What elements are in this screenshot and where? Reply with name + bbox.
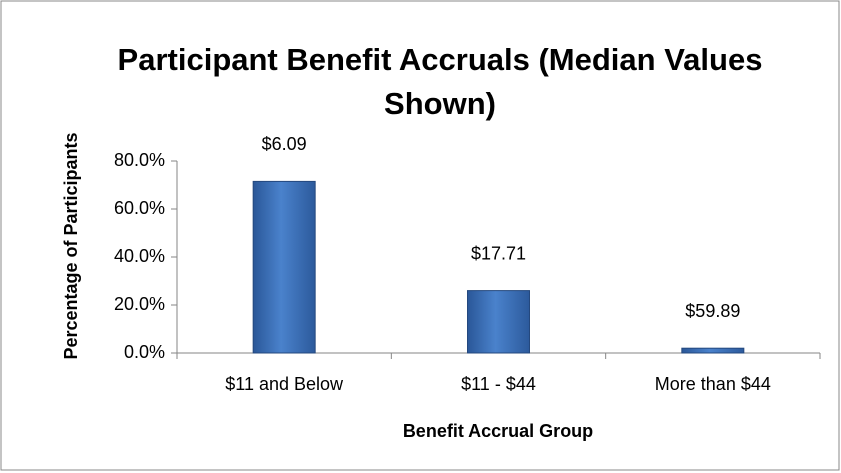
y-axis-label: Percentage of Participants bbox=[61, 132, 81, 359]
y-tick-label: 0.0% bbox=[124, 342, 165, 362]
x-axis-label: Benefit Accrual Group bbox=[403, 421, 593, 441]
bar-annotation: $17.71 bbox=[471, 243, 526, 263]
bar bbox=[681, 347, 745, 354]
y-tick-label: 20.0% bbox=[114, 294, 165, 314]
bar bbox=[467, 290, 530, 354]
bar-annotation: $6.09 bbox=[262, 134, 307, 154]
x-tick-label: $11 - $44 bbox=[461, 374, 536, 394]
y-tick-label: 80.0% bbox=[114, 150, 165, 170]
bar-annotation: $59.89 bbox=[685, 301, 740, 321]
bar bbox=[252, 180, 316, 354]
chart-title: Participant Benefit Accruals (Median Val… bbox=[117, 42, 763, 121]
x-tick-label: More than $44 bbox=[655, 374, 771, 394]
x-tick-label: $11 and Below bbox=[225, 374, 344, 394]
y-tick-label: 60.0% bbox=[114, 198, 165, 218]
y-tick-label: 40.0% bbox=[114, 246, 165, 266]
